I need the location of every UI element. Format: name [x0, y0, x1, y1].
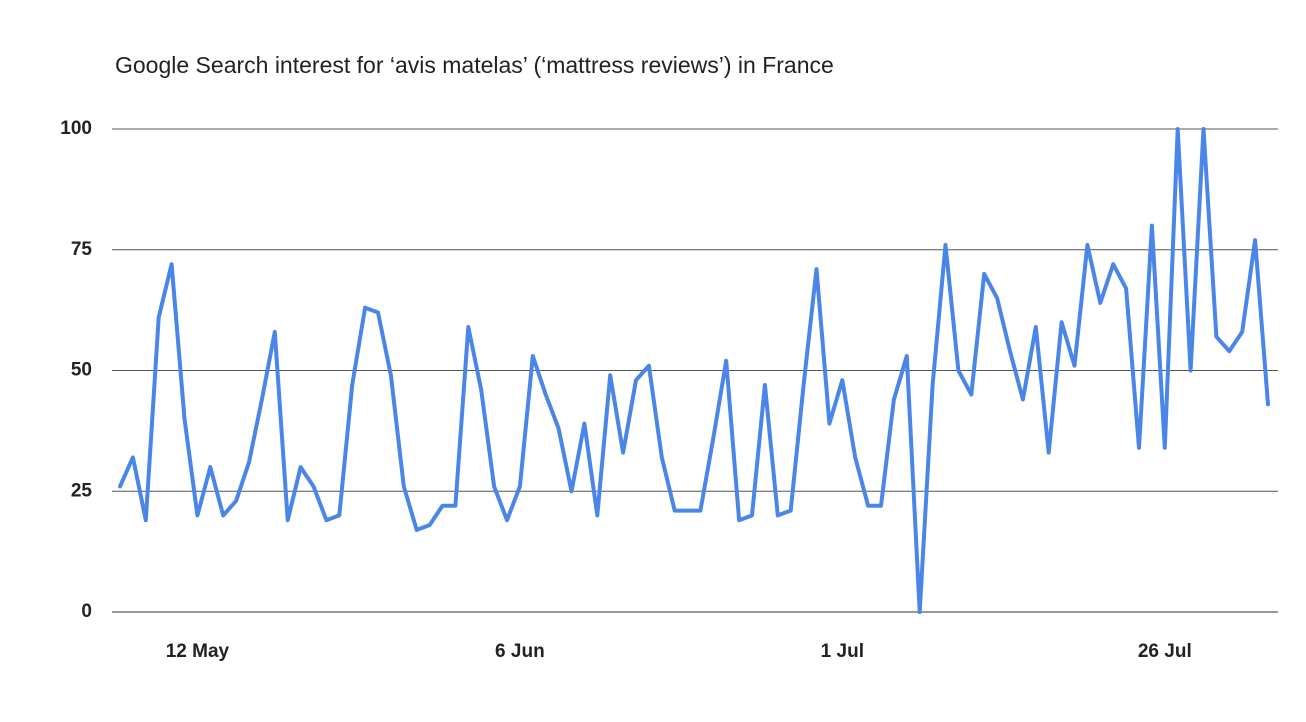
data-line	[118, 127, 1270, 614]
x-tick-label: 12 May	[166, 641, 230, 662]
y-tick-label: 0	[81, 601, 92, 622]
x-tick-label: 1 Jul	[821, 641, 864, 662]
y-tick-label: 75	[71, 239, 93, 260]
y-tick-label: 100	[60, 118, 92, 139]
x-tick-label: 6 Jun	[495, 641, 545, 662]
y-tick-label: 25	[71, 480, 93, 501]
x-tick-label: 26 Jul	[1138, 641, 1192, 662]
y-tick-label: 50	[71, 360, 92, 381]
chart-title: Google Search interest for ‘avis matelas…	[115, 52, 834, 78]
